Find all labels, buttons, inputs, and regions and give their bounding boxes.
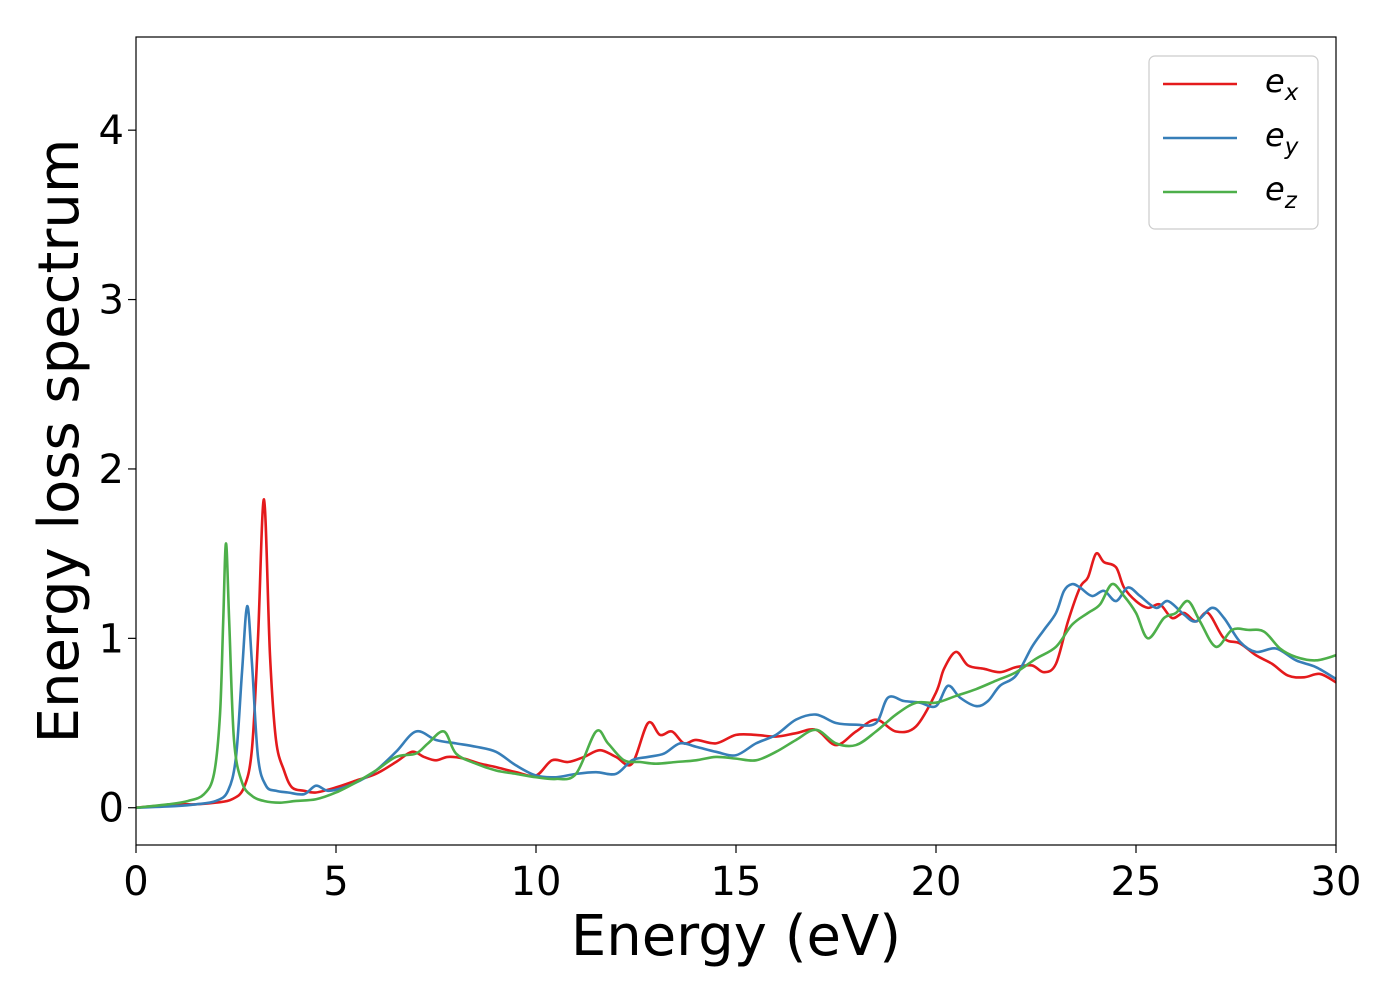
series-line-e-x [136,498,1336,810]
y-tick-label: 2 [99,447,124,493]
y-tick-label: 3 [99,278,124,324]
series-line-e-z [136,542,1336,810]
legend-label: ey [1265,116,1299,160]
x-tick-label: 15 [711,859,762,905]
x-tick-label: 10 [511,859,562,905]
legend-box [1148,55,1319,230]
series-layer [136,498,1336,810]
x-tick-label: 0 [123,859,148,905]
x-tick-label: 25 [1111,859,1162,905]
y-tick-label: 4 [99,108,124,154]
series-line-e-y [136,582,1336,810]
y-tick-label: 0 [99,786,124,832]
y-axis-title: Energy loss spectrum [27,139,92,744]
legend-label: ex [1265,62,1299,106]
x-tick-label: 5 [323,859,348,905]
x-tick-label: 20 [911,859,962,905]
y-axis: 0 1 2 3 4 [99,108,136,832]
x-axis-title: Energy (eV) [571,904,901,969]
x-tick-label: 30 [1311,859,1362,905]
x-axis: 0 5 10 15 20 25 30 [123,845,1361,905]
y-tick-label: 1 [99,616,124,662]
